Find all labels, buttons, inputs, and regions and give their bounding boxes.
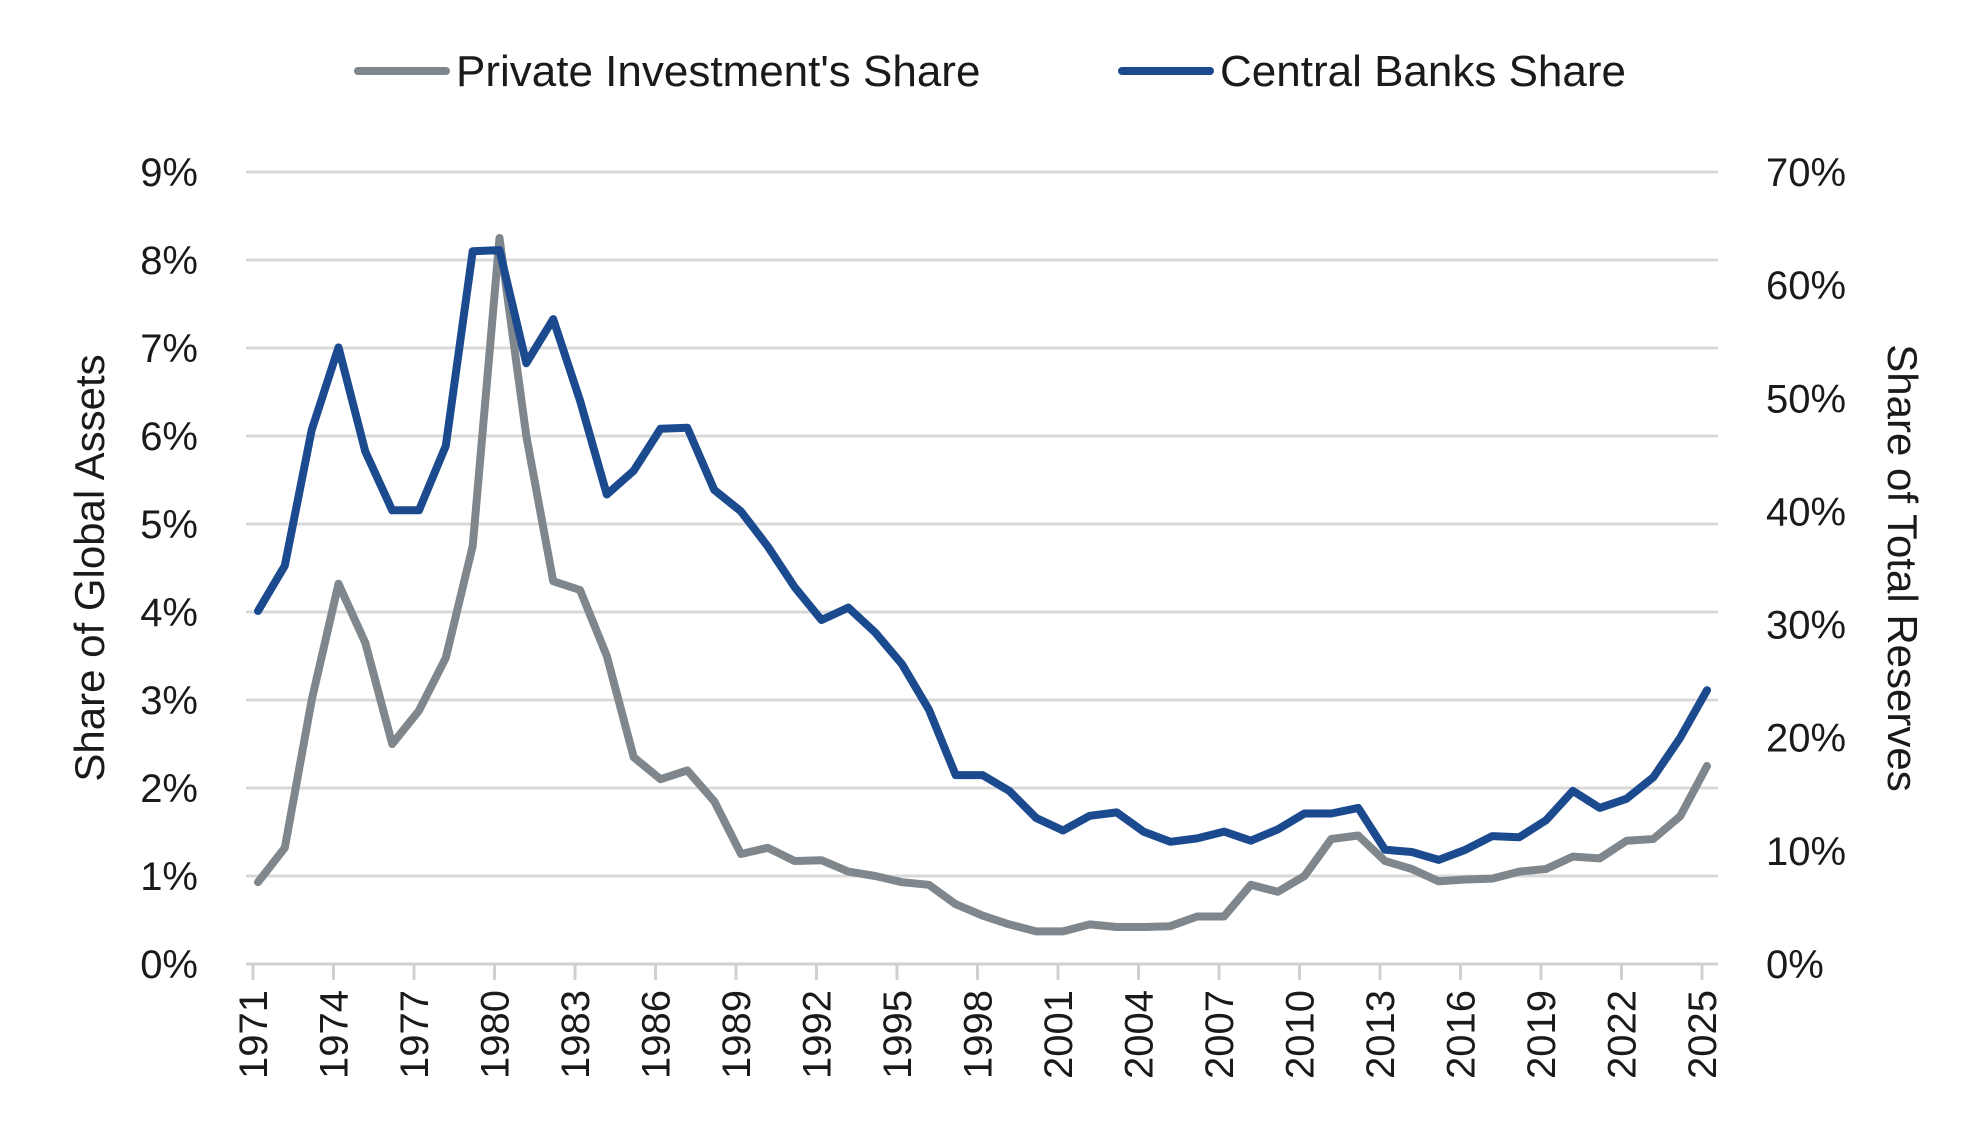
x-tick-label: 1992: [796, 990, 840, 1079]
y-right-tick-label: 50%: [1766, 377, 1846, 421]
x-axis: 1971 1974 1977 1980 1983 1986 1989 1992 1995 1998…: [232, 964, 1725, 1079]
x-tick-label: 2019: [1520, 990, 1564, 1079]
x-tick-label: 2016: [1440, 990, 1484, 1079]
x-tick-label: 1974: [313, 990, 357, 1079]
legend-label-private: Private Investment's Share: [456, 47, 980, 96]
y-right-tick-label: 70%: [1766, 151, 1846, 195]
x-tick-label: 2022: [1601, 990, 1645, 1079]
x-tick-label: 2010: [1279, 990, 1323, 1079]
x-tick-label: 1989: [715, 990, 759, 1079]
y-right-tick-label: 40%: [1766, 490, 1846, 534]
y-left-tick-label: 7%: [140, 327, 198, 371]
y-right-tick-label: 60%: [1766, 264, 1846, 308]
y-left-tick-label: 4%: [140, 591, 198, 635]
y-right-tick-label: 0%: [1766, 943, 1824, 987]
y-left-tick-label: 9%: [140, 151, 198, 195]
y-right-tick-label: 10%: [1766, 830, 1846, 874]
y-axis-left: 0% 1% 2% 3% 4% 5% 6% 7% 8% 9%: [140, 151, 198, 987]
x-tick-label: 1980: [474, 990, 518, 1079]
y-left-tick-label: 6%: [140, 415, 198, 459]
series-line-private-investment: [258, 238, 1707, 931]
x-tick-label: 1986: [635, 990, 679, 1079]
y-axis-right: 0% 10% 20% 30% 40% 50% 60% 70%: [1766, 151, 1846, 987]
x-tick-label: 2004: [1118, 990, 1162, 1079]
y-left-tick-label: 3%: [140, 679, 198, 723]
y-left-tick-label: 2%: [140, 767, 198, 811]
y-right-tick-label: 20%: [1766, 717, 1846, 761]
x-tick-label: 2013: [1359, 990, 1403, 1079]
x-tick-label: 2001: [1037, 990, 1081, 1079]
series-line-central-banks: [258, 250, 1707, 860]
x-tick-label: 2007: [1198, 990, 1242, 1079]
y-left-tick-label: 5%: [140, 503, 198, 547]
x-tick-label: 1971: [232, 990, 276, 1079]
y-left-tick-label: 0%: [140, 943, 198, 987]
legend: Private Investment's Share Central Banks…: [358, 47, 1626, 96]
x-tick-label: 1998: [957, 990, 1001, 1079]
x-tick-label: 2025: [1681, 990, 1725, 1079]
y-right-tick-label: 30%: [1766, 604, 1846, 648]
y-axis-left-label: Share of Global Assets: [66, 354, 113, 781]
legend-label-central-banks: Central Banks Share: [1220, 47, 1626, 96]
legend-item-central-banks: Central Banks Share: [1122, 47, 1626, 96]
x-tick-label: 1983: [554, 990, 598, 1079]
x-tick-label: 1995: [876, 990, 920, 1079]
y-left-tick-label: 1%: [140, 855, 198, 899]
series-lines: [258, 238, 1707, 932]
y-axis-right-label: Share of Total Reserves: [1879, 344, 1926, 791]
legend-item-private: Private Investment's Share: [358, 47, 980, 96]
y-left-tick-label: 8%: [140, 239, 198, 283]
x-tick-label: 1977: [393, 990, 437, 1079]
